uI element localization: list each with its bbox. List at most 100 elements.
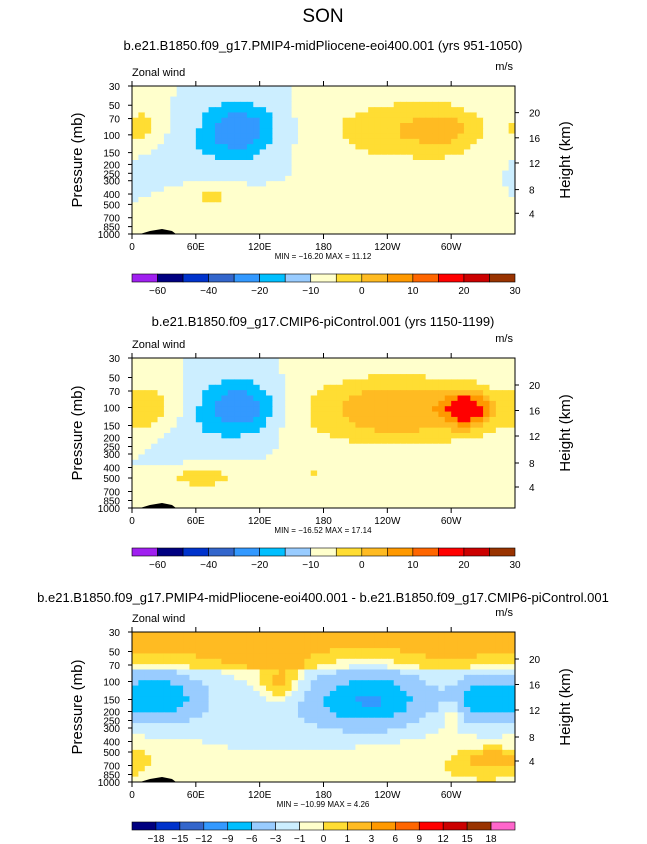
heatmap-cell [304, 358, 312, 364]
heatmap-cell [489, 632, 497, 638]
heatmap-cell [400, 384, 407, 391]
heatmap-cell [329, 223, 337, 230]
heatmap-cell [502, 717, 510, 724]
heatmap-cell [259, 470, 267, 477]
heatmap-cell [297, 744, 305, 751]
heatmap-cell [202, 170, 210, 177]
x-tick-label: 0 [129, 242, 135, 253]
heatmap-cell [291, 739, 299, 745]
heatmap-cell [451, 170, 459, 177]
heatmap-cell [502, 165, 510, 172]
heatmap-cell [208, 358, 216, 364]
heatmap-cell [502, 701, 510, 708]
heatmap-cell [489, 717, 497, 724]
heatmap-cell [163, 475, 171, 482]
heatmap-cell [406, 491, 414, 498]
heatmap-cell [508, 374, 516, 380]
heatmap-cell [291, 712, 299, 719]
heatmap-cell [195, 465, 203, 471]
heatmap-cell [502, 411, 510, 418]
heatmap-cell [432, 690, 439, 697]
heatmap-cell [266, 390, 273, 396]
heatmap-cell [323, 400, 331, 407]
heatmap-cell [132, 642, 139, 649]
heatmap-cell [240, 228, 248, 235]
heatmap-cell [349, 475, 356, 482]
heatmap-cell [278, 470, 286, 477]
heatmap-cell [285, 669, 293, 676]
heatmap-cell [438, 701, 446, 708]
heatmap-cell [285, 123, 293, 129]
heatmap-cell [240, 112, 248, 119]
heatmap-cell [380, 685, 388, 692]
heatmap-cell [425, 170, 433, 177]
heatmap-cell [463, 128, 471, 135]
heatmap-cell [393, 701, 401, 708]
y-tick-label: 30 [109, 354, 121, 365]
heatmap-cell [227, 395, 235, 402]
heatmap-cell [323, 674, 331, 681]
heatmap-cell [400, 170, 407, 177]
heatmap-cell [176, 133, 184, 140]
heatmap-cell [310, 91, 318, 98]
heatmap-cell [163, 459, 171, 466]
heatmap-cell [329, 438, 337, 445]
heatmap-cell [406, 685, 414, 692]
heatmap-cell [457, 395, 465, 402]
heatmap-cell [342, 395, 350, 402]
heatmap-cell [329, 717, 337, 724]
heatmap-cell [304, 427, 312, 434]
heatmap-cell [208, 186, 216, 193]
heatmap-cell [451, 107, 459, 113]
heatmap-cell [297, 86, 305, 92]
heatmap-cell [489, 433, 497, 439]
heatmap-cell [170, 207, 178, 214]
heatmap-cell [144, 632, 152, 638]
heatmap-cell [176, 170, 184, 177]
heatmap-cell [151, 717, 159, 724]
heatmap-cell [361, 690, 369, 697]
heatmap-cell [234, 223, 242, 230]
heatmap-cell [470, 96, 478, 103]
heatmap-cell [387, 642, 395, 649]
heatmap-cell [438, 96, 446, 103]
heatmap-cell [419, 680, 427, 687]
heatmap-cell [438, 648, 446, 654]
heatmap-cell [336, 96, 344, 103]
heatmap-cell [208, 717, 216, 724]
heatmap-cell [476, 358, 484, 364]
heatmap-cell [380, 454, 388, 461]
heatmap-cell [278, 449, 286, 455]
heatmap-cell [240, 411, 248, 418]
heatmap-cell [470, 491, 478, 498]
heatmap-cell [189, 696, 197, 703]
heatmap-cell [278, 707, 286, 713]
heatmap-cell [240, 154, 248, 161]
heatmap-cell [304, 86, 312, 92]
heatmap-cell [234, 465, 242, 471]
heatmap-cell [419, 739, 427, 745]
heatmap-cell [195, 749, 203, 756]
heatmap-cell [297, 218, 305, 224]
heatmap-cell [355, 160, 363, 166]
heatmap-cell [387, 191, 395, 198]
heatmap-cell [400, 755, 407, 762]
heatmap-cell [425, 491, 433, 498]
heatmap-cell [144, 653, 152, 660]
heatmap-cell [495, 86, 503, 92]
heatmap-cell [425, 454, 433, 461]
heatmap-cell [291, 454, 299, 461]
heatmap-cell [508, 749, 516, 756]
heatmap-cell [144, 723, 152, 729]
heatmap-cell [170, 149, 178, 156]
heatmap-cell [259, 374, 267, 380]
heatmap-cell [349, 637, 356, 644]
heatmap-cell [138, 664, 146, 670]
heatmap-cell [342, 449, 350, 455]
heatmap-cell [266, 690, 273, 697]
y-tick-label: 150 [103, 149, 120, 160]
colorbar-label: −40 [200, 286, 217, 297]
heatmap-cell [138, 502, 146, 509]
heatmap-cell [323, 438, 331, 445]
heatmap-cell [163, 422, 171, 429]
